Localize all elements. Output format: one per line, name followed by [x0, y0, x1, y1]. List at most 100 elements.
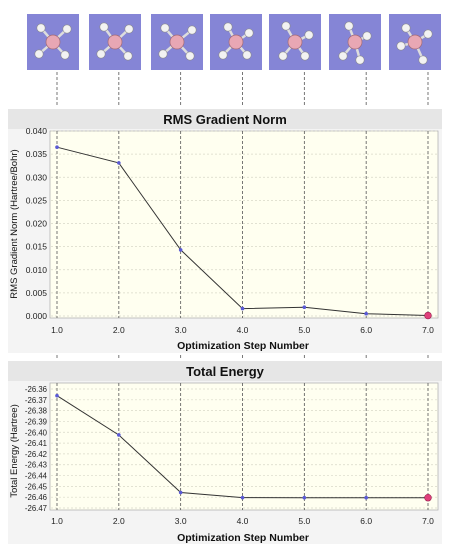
molecule-structure-icon [151, 14, 203, 70]
data-point [178, 248, 183, 252]
y-tick-label: -26.43 [25, 461, 47, 470]
x-tick-label: 4.0 [237, 325, 249, 335]
hydrogen-atom [123, 51, 133, 61]
x-tick-label: 2.0 [113, 325, 125, 335]
x-tick-label: 5.0 [298, 516, 310, 526]
x-tick-label: 3.0 [175, 325, 187, 335]
structure-thumbnails [27, 14, 441, 70]
y-tick-label: -26.46 [25, 493, 47, 502]
data-point [302, 305, 307, 310]
y-tick-label: -26.38 [25, 407, 47, 416]
y-axis-label: Total Energy (Hartree) [9, 404, 20, 497]
chart-title: RMS Gradient Norm [163, 112, 287, 127]
hydrogen-atom [344, 21, 354, 31]
central-atom [407, 34, 423, 50]
data-point [178, 490, 183, 495]
central-atom [287, 34, 303, 50]
hydrogen-atom [338, 51, 348, 61]
hydrogen-atom [160, 23, 170, 33]
x-tick-label: 5.0 [298, 325, 310, 335]
hydrogen-atom [99, 22, 109, 32]
y-tick-label: -26.42 [25, 450, 47, 459]
y-tick-labels: 0.000 0.005 0.010 0.015 0.020 0.025 0.030 0.035… [26, 126, 48, 321]
x-tick-label: 1.0 [51, 516, 63, 526]
y-tick-label: 0.000 [26, 311, 48, 321]
x-tick-label: 7.0 [422, 516, 434, 526]
molecule-structure-icon [27, 14, 79, 70]
y-tick-label: -26.40 [25, 428, 48, 437]
y-tick-labels: -26.36 -26.37 -26.38-26.39 -26.40 -26.41 -26.… [25, 385, 48, 513]
y-tick-label: -26.47 [25, 504, 47, 513]
hydrogen-atom [300, 51, 310, 61]
y-tick-label: 0.030 [26, 172, 48, 182]
y-tick-label: 0.005 [26, 288, 48, 298]
data-point [240, 495, 245, 500]
x-axis-label: Optimization Step Number [177, 532, 309, 544]
x-tick-label: 6.0 [360, 516, 372, 526]
y-tick-label: -26.45 [25, 482, 48, 491]
current-step-point [424, 311, 432, 320]
central-atom [347, 34, 363, 50]
y-tick-label: -26.37 [25, 396, 47, 405]
y-tick-label: 0.035 [26, 149, 48, 159]
x-tick-label: 1.0 [51, 325, 63, 335]
central-atom [169, 34, 185, 50]
hydrogen-atom [187, 25, 197, 35]
y-tick-label: -26.36 [25, 385, 47, 394]
data-point [240, 306, 245, 311]
data-series [55, 145, 432, 320]
hydrogen-atom [62, 24, 72, 34]
hydrogen-atom [244, 28, 254, 38]
molecule-structure-icon [389, 14, 441, 70]
plot-area [49, 130, 439, 319]
y-tick-label: 0.040 [26, 126, 48, 136]
y-tick-label: 0.010 [26, 265, 48, 275]
chart-header [8, 361, 442, 381]
hydrogen-atom [34, 49, 44, 59]
data-point [364, 495, 368, 500]
hydrogen-atom [36, 23, 46, 33]
x-tick-labels: 1.0 2.0 3.0 4.0 5.0 6.0 7.0 [51, 516, 434, 526]
molecule-structure-icon [210, 14, 262, 70]
data-point [55, 145, 59, 149]
y-tick-label: 0.015 [26, 242, 48, 252]
hydrogen-atom [355, 55, 365, 65]
hydrogen-atom [418, 55, 428, 65]
chart-title: Total Energy [186, 364, 265, 379]
grid-lines [51, 130, 437, 318]
x-tick-label: 6.0 [360, 325, 372, 335]
total-energy-chart: Total Energy -26.36-26.37-26.38-26.39-26… [8, 361, 442, 544]
x-tick-label: 4.0 [237, 516, 249, 526]
hydrogen-atom [281, 21, 291, 31]
data-point [364, 311, 368, 316]
hydrogen-atom [396, 41, 406, 51]
molecule-structure-icon [89, 14, 141, 70]
y-tick-label: 0.020 [26, 219, 48, 229]
hydrogen-atom [185, 51, 195, 61]
current-step-point [424, 494, 432, 502]
rms-gradient-chart: RMS Gradient Norm 0.000 0.005 0.010 0.015 0.… [8, 109, 442, 353]
y-tick-label: -26.44 [25, 472, 48, 481]
hydrogen-atom [401, 23, 411, 33]
data-point [302, 495, 307, 500]
central-atom [228, 34, 244, 50]
y-tick-label: -26.41 [25, 439, 47, 448]
hydrogen-atom [242, 50, 252, 60]
data-point [117, 161, 121, 165]
hydrogen-atom [158, 49, 168, 59]
chart-header [8, 109, 442, 129]
hydrogen-atom [218, 50, 228, 60]
central-atom [45, 34, 61, 50]
molecule-structure-icon [329, 14, 381, 70]
central-atom [107, 34, 123, 50]
hydrogen-atom [304, 30, 314, 40]
x-tick-label: 2.0 [113, 516, 125, 526]
hydrogen-atom [223, 22, 233, 32]
hydrogen-atom [362, 31, 372, 41]
x-tick-label: 3.0 [175, 516, 187, 526]
data-point [117, 433, 121, 437]
step-connector-lines [56, 72, 429, 359]
y-axis-label: RMS Gradient Norm (Hartree/Bohr) [9, 149, 20, 298]
data-series [55, 393, 432, 502]
